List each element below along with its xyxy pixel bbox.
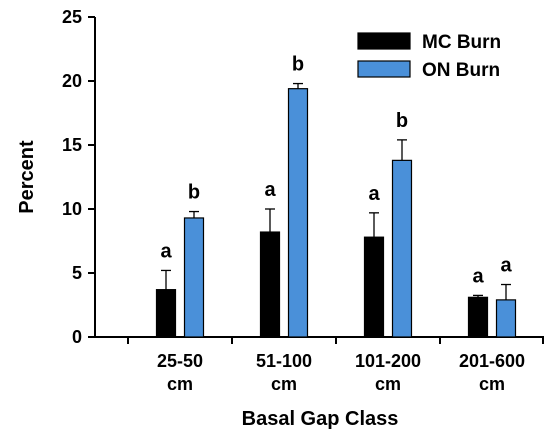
x-tick-label-unit: cm xyxy=(167,374,193,394)
legend-label-mc-burn: MC Burn xyxy=(422,32,501,53)
significance-label: a xyxy=(368,183,380,205)
mc-burn-bar xyxy=(467,296,489,338)
y-tick-label: 15 xyxy=(62,135,82,155)
legend-swatch-on-burn xyxy=(357,60,411,78)
significance-label: b xyxy=(396,110,408,132)
x-tick-label-unit: cm xyxy=(375,374,401,394)
y-axis-title: Percent xyxy=(16,140,38,214)
y-tick-label: 10 xyxy=(62,199,82,219)
mc-burn-bar xyxy=(363,236,385,338)
mc-burn-bar xyxy=(155,289,177,338)
y-tick-label: 25 xyxy=(62,7,82,27)
x-tick-label: 25-50 xyxy=(157,351,203,371)
mc-burn-bar xyxy=(259,231,281,338)
significance-label: b xyxy=(188,182,200,204)
y-tick-label: 0 xyxy=(72,327,82,347)
significance-label: b xyxy=(292,54,304,76)
significance-label: a xyxy=(472,265,484,287)
significance-label: a xyxy=(500,255,512,277)
on-burn-bar xyxy=(495,299,517,338)
x-tick-label: 101-200 xyxy=(355,351,421,371)
x-axis-title: Basal Gap Class xyxy=(242,408,399,430)
x-tick-label-unit: cm xyxy=(479,374,505,394)
x-tick-label: 51-100 xyxy=(256,351,312,371)
axes: 0 5 10 15 20 25 25-50 cm 51-100 cm 101-200 cm 201-60… xyxy=(62,7,544,394)
x-tick-label: 201-600 xyxy=(459,351,525,371)
on-burn-bar xyxy=(183,217,205,338)
y-tick-label: 20 xyxy=(62,71,82,91)
on-burn-bar xyxy=(287,88,309,338)
significance-label: a xyxy=(264,179,276,201)
on-burn-bar xyxy=(391,159,413,338)
legend-label-on-burn: ON Burn xyxy=(422,60,500,81)
y-tick-label: 5 xyxy=(72,263,82,283)
significance-label: a xyxy=(160,240,172,262)
legend: MC Burn ON Burn xyxy=(357,32,501,81)
legend-swatch-mc-burn xyxy=(357,32,411,50)
x-tick-label-unit: cm xyxy=(271,374,297,394)
